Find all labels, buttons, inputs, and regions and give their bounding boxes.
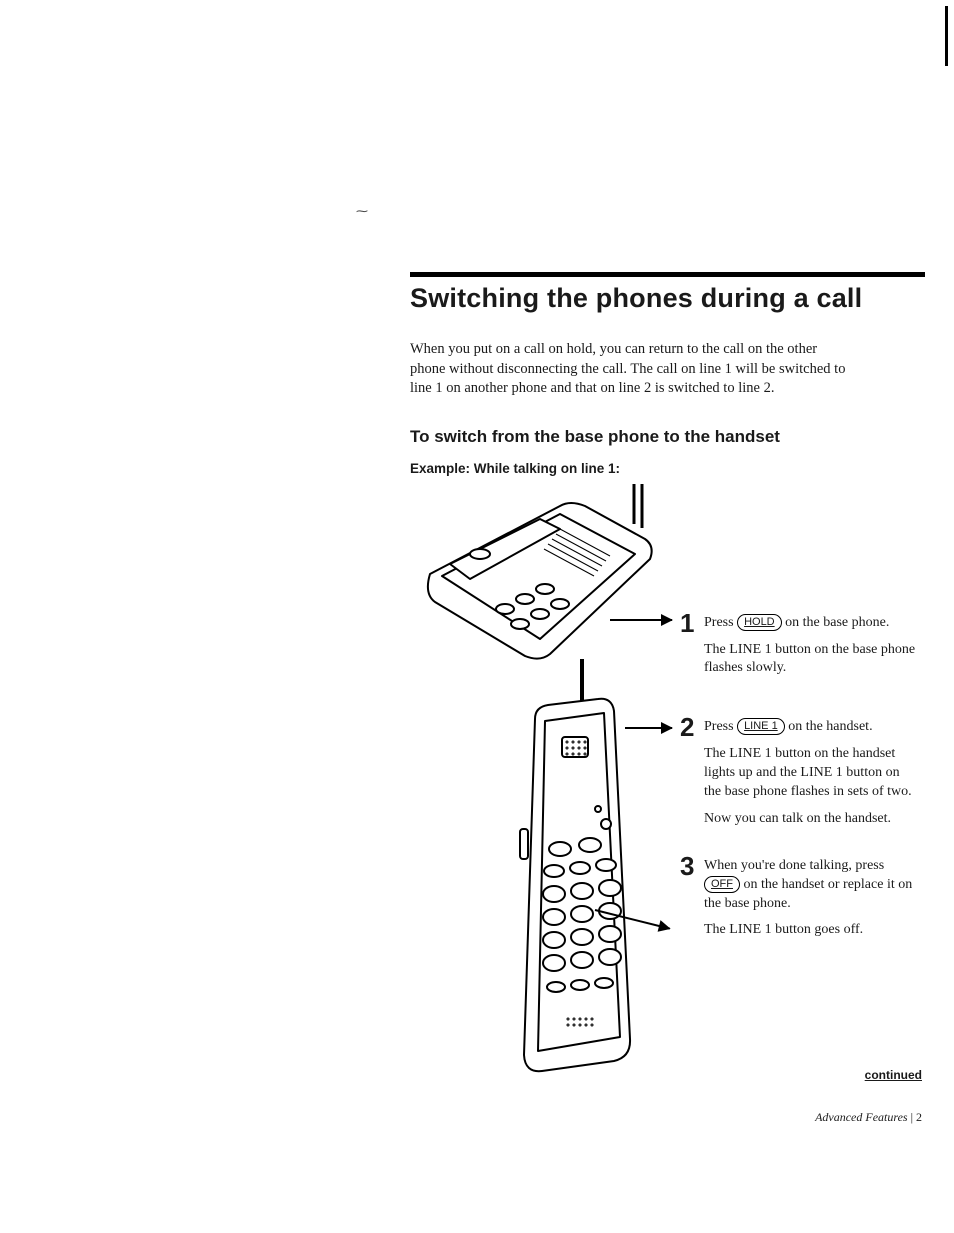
- step-2: 2 Press LINE 1 on the handset. The LINE …: [680, 718, 920, 828]
- step-1: 1 Press HOLD on the base phone. The LINE…: [680, 614, 920, 679]
- steps-list: 1 Press HOLD on the base phone. The LINE…: [680, 614, 920, 959]
- footer-separator: |: [911, 1110, 913, 1124]
- leader-arrow-2: [625, 727, 672, 729]
- text-fragment: When you're done talking, press: [704, 858, 884, 873]
- step-text: The LINE 1 button on the handset lights …: [704, 745, 920, 802]
- page-footer: Advanced Features|2: [815, 1110, 922, 1125]
- base-phone-illustration: [410, 484, 670, 684]
- step-text: Press LINE 1 on the handset.: [704, 718, 920, 737]
- step-text: The LINE 1 button on the base phone flas…: [704, 641, 920, 679]
- scan-edge-mark: [945, 6, 948, 66]
- step-text: When you're done talking, press OFF on t…: [704, 857, 920, 914]
- step-text: Now you can talk on the handset.: [704, 810, 920, 829]
- step-text: Press HOLD on the base phone.: [704, 614, 920, 633]
- text-fragment: Press: [704, 615, 737, 630]
- step-number: 1: [680, 608, 694, 639]
- section-subhead: To switch from the base phone to the han…: [410, 427, 925, 447]
- text-fragment: on the base phone.: [782, 615, 890, 630]
- keycap-off: OFF: [704, 876, 740, 893]
- footer-page-number: 2: [916, 1110, 922, 1124]
- keycap-line1: LINE 1: [737, 718, 785, 735]
- text-fragment: Press: [704, 719, 737, 734]
- text-fragment: on the handset.: [785, 719, 873, 734]
- keycap-hold: HOLD: [737, 614, 782, 631]
- figure-area: 1 Press HOLD on the base phone. The LINE…: [410, 484, 925, 1084]
- handset-illustration: [490, 659, 660, 1079]
- content-column: Switching the phones during a call When …: [410, 272, 925, 1084]
- page: ⁓ Switching the phones during a call Whe…: [0, 0, 954, 1233]
- step-3: 3 When you're done talking, press OFF on…: [680, 857, 920, 941]
- page-title: Switching the phones during a call: [410, 283, 925, 314]
- leader-arrow-1: [610, 619, 672, 621]
- continued-label: continued: [865, 1068, 922, 1082]
- footer-section: Advanced Features: [815, 1110, 908, 1124]
- step-number: 2: [680, 712, 694, 743]
- step-text: The LINE 1 button goes off.: [704, 921, 920, 940]
- step-number: 3: [680, 851, 694, 882]
- intro-paragraph: When you put on a call on hold, you can …: [410, 340, 850, 399]
- title-rule: [410, 272, 925, 277]
- example-label: Example: While talking on line 1:: [410, 461, 925, 476]
- scan-tick: ⁓: [356, 204, 368, 219]
